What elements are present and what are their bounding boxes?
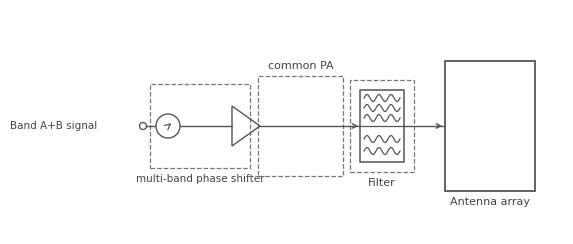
Text: multi-band phase shifter: multi-band phase shifter [136, 174, 264, 184]
Text: Antenna array: Antenna array [450, 197, 530, 207]
Circle shape [156, 114, 180, 138]
Bar [150, 84, 250, 168]
Text: common PA: common PA [268, 61, 333, 71]
Bar [350, 80, 414, 172]
Text: Band A+B signal: Band A+B signal [10, 121, 97, 131]
Circle shape [139, 122, 147, 130]
Text: Filter: Filter [368, 178, 396, 188]
Bar [445, 61, 535, 191]
Bar [258, 76, 343, 176]
Bar [360, 90, 404, 162]
